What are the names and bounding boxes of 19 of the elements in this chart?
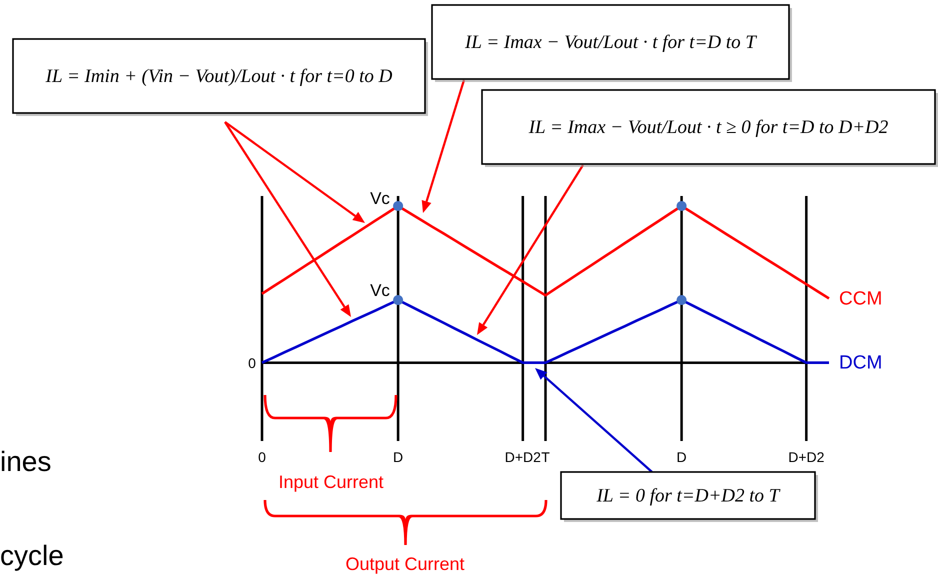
text: Output Current [345,554,465,574]
text: IL = 0 for t=D+D2 to T [596,485,781,506]
x-tick-label: 0 [258,449,266,465]
series-label: CCM [839,288,882,309]
x-tick-label: D [393,449,404,465]
x-tick-label: D+D2 [504,449,542,465]
annotation: Vc [370,280,390,300]
text: 0 [248,355,256,371]
x-tick-label: D [676,449,687,465]
x-tick-label: D+D2 [788,449,825,465]
series-label: DCM [839,352,882,374]
text: Input Current [278,472,384,492]
text: ines [0,446,52,477]
text: IL = Imax − Vout/Lout · t for t=D to T [464,32,758,52]
x-tick-label: T [541,449,550,465]
text: IL = Imax − Vout/Lout · t ≥ 0 for t=D to D+D2 [528,116,889,138]
text: cycle [0,540,64,571]
text: IL = Imin + (Vin − Vout)/Lout · t for t=0 to D [44,66,393,86]
annotation: Vc [370,188,390,208]
